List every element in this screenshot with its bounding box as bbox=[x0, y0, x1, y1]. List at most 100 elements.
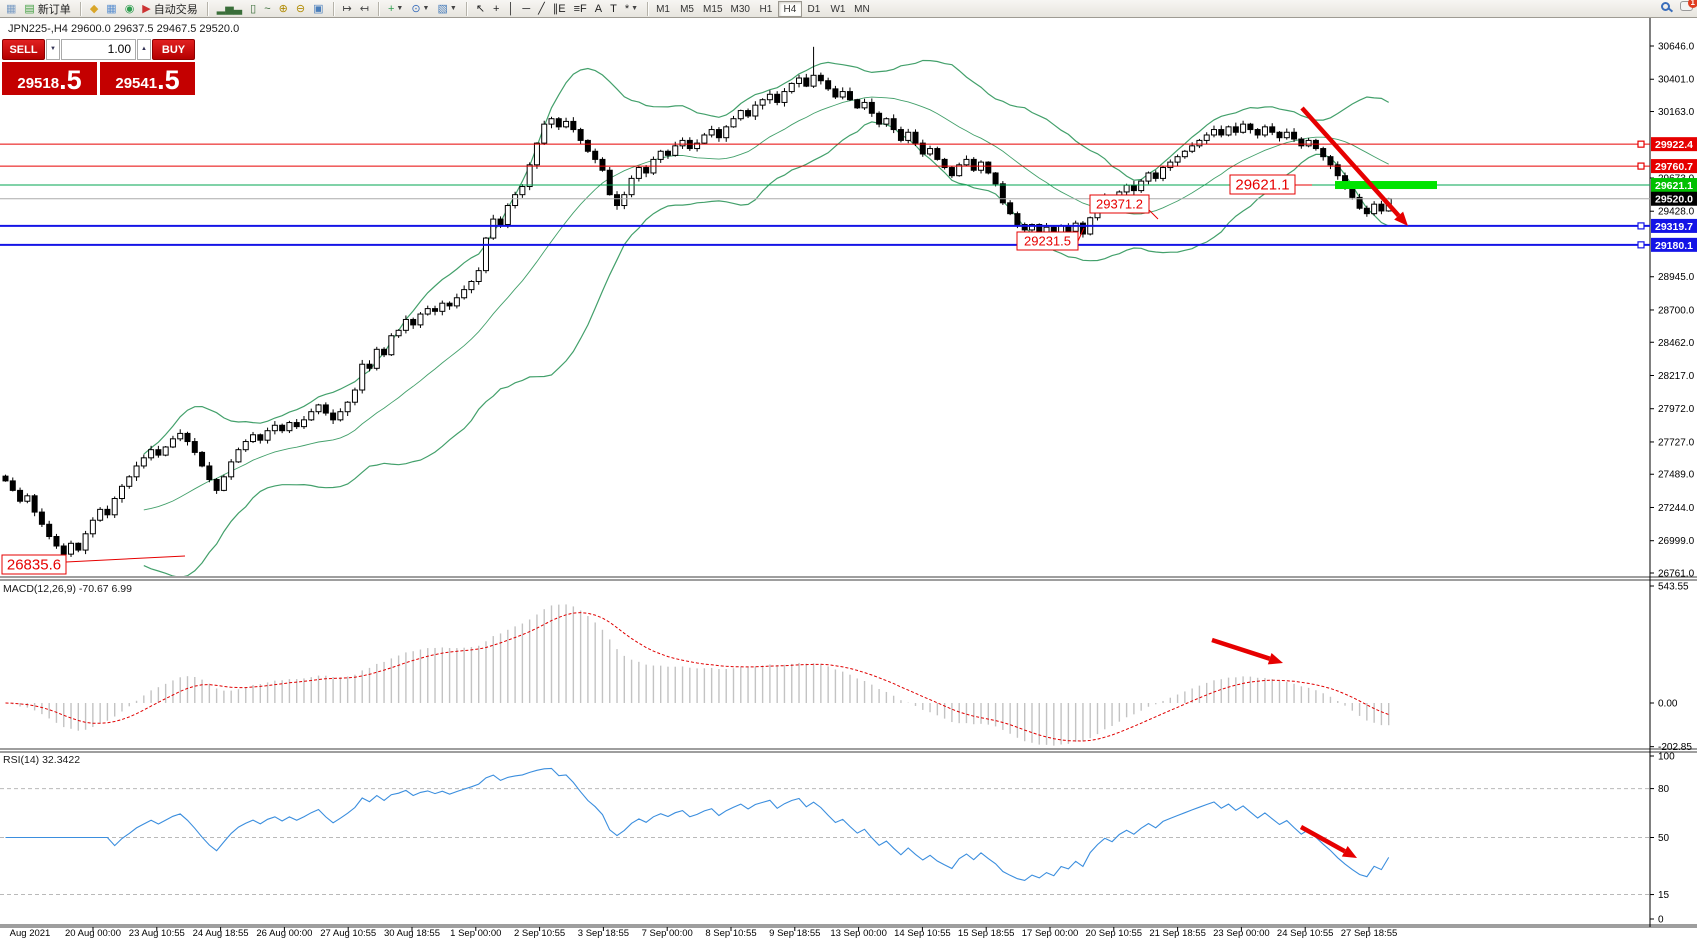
price-label-29621-text: 29621.1 bbox=[1235, 177, 1289, 194]
time-axis-label: 21 Sep 18:55 bbox=[1149, 928, 1206, 939]
macd-down-arrow[interactable] bbox=[1211, 637, 1271, 661]
market-watch-icon[interactable]: ◉ bbox=[121, 1, 139, 17]
vertical-line-icon[interactable]: │ bbox=[503, 1, 518, 17]
buy-price-frac: .5 bbox=[157, 65, 180, 95]
zoom-out-icon[interactable]: ⊖ bbox=[292, 1, 309, 17]
volume-increase-spinner[interactable]: ▲ bbox=[137, 39, 151, 60]
time-axis-label: 24 Sep 10:55 bbox=[1277, 928, 1334, 939]
volume-decrease-spinner[interactable]: ▼ bbox=[46, 39, 60, 60]
new-chart-icon[interactable]: ◆ bbox=[86, 1, 102, 17]
timeframe-m15[interactable]: M15 bbox=[703, 3, 723, 15]
buy-price[interactable]: 29541 .5 bbox=[100, 62, 195, 95]
price-label-low[interactable] bbox=[1, 554, 67, 575]
new-order-button[interactable]: ▤ 新订单 bbox=[20, 1, 74, 17]
trendline-icon[interactable]: ╱ bbox=[534, 1, 549, 17]
macd-histogram bbox=[12, 604, 1390, 746]
periods-icon[interactable]: ⊙ ▼ bbox=[407, 1, 433, 17]
time-axis-label: 30 Aug 18:55 bbox=[384, 928, 440, 939]
chart-window-icon[interactable]: ▦ bbox=[2, 1, 20, 17]
toolbar-separator bbox=[206, 1, 208, 16]
toolbar: ▦ ▤ 新订单 ◆ ▦ ◉ ▶ 自动交易 ▂▅▃ ▯ ~ ⊕ ⊖ ▣ ↦ ↤ + ▼ ⊙ ▼ ▧ ▼ ↖ + │ ─ ╱ ∥E ≡F A T… bbox=[0, 0, 1697, 18]
time-axis-label: 27 Aug 10:55 bbox=[320, 928, 376, 939]
zoom-in-icon[interactable]: ⊕ bbox=[275, 1, 292, 17]
rsi-axis-tick: 15 bbox=[1658, 890, 1670, 901]
resistance-line-2-label: 29760.7 bbox=[1655, 161, 1693, 173]
text-icon[interactable]: A bbox=[591, 1, 606, 17]
toolbar-separator bbox=[465, 1, 467, 16]
arrows-icon: * bbox=[624, 2, 630, 15]
horizontal-line-icon[interactable]: ─ bbox=[518, 1, 534, 17]
price-axis-tick: 30401.0 bbox=[1658, 75, 1695, 86]
timeframe-h4[interactable]: H4 bbox=[777, 0, 802, 17]
time-axis-label: 15 Sep 18:55 bbox=[958, 928, 1015, 939]
timeframe-mn[interactable]: MN bbox=[854, 3, 870, 15]
chart-window-icon: ▦ bbox=[6, 2, 17, 15]
text-label-icon[interactable]: T bbox=[606, 1, 621, 17]
timeframe-m1[interactable]: M1 bbox=[656, 3, 670, 15]
arrows-icon[interactable]: * ▼ bbox=[621, 1, 642, 17]
chart-surface[interactable] bbox=[0, 18, 1697, 939]
channel-icon[interactable]: ∥E bbox=[549, 1, 570, 17]
cursor-icon: ↖ bbox=[475, 2, 486, 15]
new-order-button: ▤ bbox=[24, 2, 35, 15]
timeframe-m30[interactable]: M30 bbox=[730, 3, 750, 15]
timeframe-m5[interactable]: M5 bbox=[680, 3, 694, 15]
rsi-axis-tick: 0 bbox=[1658, 915, 1664, 926]
sell-price[interactable]: 29518 .5 bbox=[2, 62, 97, 95]
auto-trading-button-label: 自动交易 bbox=[153, 3, 198, 16]
zoom-out-icon: ⊖ bbox=[295, 2, 306, 15]
auto-scroll-icon[interactable]: ↦ bbox=[339, 1, 356, 17]
fibonacci-icon[interactable]: ≡F bbox=[570, 1, 591, 17]
price-label-29231[interactable] bbox=[1016, 231, 1079, 251]
timeframe-d1[interactable]: D1 bbox=[807, 3, 821, 15]
price-axis-tick: 28700.0 bbox=[1658, 305, 1695, 316]
price-label-low-text: 26835.6 bbox=[7, 557, 61, 574]
price-label-29621[interactable] bbox=[1229, 174, 1296, 195]
rsi-down-arrow[interactable] bbox=[1299, 825, 1346, 854]
rsi-axis-tick: 80 bbox=[1658, 784, 1670, 795]
tile-windows-icon[interactable]: ▣ bbox=[309, 1, 327, 17]
templates-icon[interactable]: ▧ ▼ bbox=[433, 1, 460, 17]
time-axis-label: 13 Sep 00:00 bbox=[830, 928, 887, 939]
volume-input[interactable]: 1.00 bbox=[61, 39, 136, 60]
zoom-in-icon: ⊕ bbox=[278, 2, 288, 15]
text-icon: A bbox=[594, 2, 603, 15]
search-icon[interactable] bbox=[1661, 1, 1670, 11]
highlight-green-segment[interactable] bbox=[1335, 181, 1437, 190]
cursor-icon[interactable]: ↖ bbox=[472, 1, 489, 17]
main-down-arrow[interactable] bbox=[1300, 106, 1401, 218]
symbol-ohlc-line: JPN225-,H4 29600.0 29637.5 29467.5 29520… bbox=[8, 23, 240, 35]
time-axis-label: 8 Sep 10:55 bbox=[705, 928, 756, 939]
toolbar-separator bbox=[647, 1, 649, 16]
price-axis-tick: 28217.0 bbox=[1658, 371, 1695, 382]
time-axis-label: 23 Aug 10:55 bbox=[129, 928, 185, 939]
auto-trading-button[interactable]: ▶ 自动交易 bbox=[138, 1, 201, 17]
crosshair-icon[interactable]: + bbox=[489, 1, 503, 17]
price-axis-tick: 26761.0 bbox=[1658, 568, 1695, 579]
chart-shift-icon[interactable]: ↤ bbox=[356, 1, 373, 17]
candlestick-icon[interactable]: ▯ bbox=[246, 1, 260, 17]
price-axis-tick: 30163.0 bbox=[1658, 107, 1695, 118]
arrows-icon-caret: ▼ bbox=[631, 5, 639, 12]
fibonacci-icon: ≡F bbox=[573, 2, 587, 15]
sell-button[interactable]: SELL bbox=[2, 39, 45, 60]
time-axis-label: 27 Sep 18:55 bbox=[1341, 928, 1398, 939]
price-label-29231-text: 29231.5 bbox=[1024, 234, 1071, 249]
price-label-29371[interactable] bbox=[1089, 194, 1150, 214]
line-chart-icon[interactable]: ~ bbox=[260, 1, 274, 17]
buy-button[interactable]: BUY bbox=[152, 39, 195, 60]
chat-icon[interactable]: 1 bbox=[1680, 0, 1697, 11]
bar-chart-icon[interactable]: ▂▅▃ bbox=[213, 1, 246, 17]
profiles-icon[interactable]: ▦ bbox=[102, 1, 120, 17]
main-down-arrow-head bbox=[1394, 211, 1408, 226]
templates-icon-caret: ▼ bbox=[449, 5, 457, 12]
vertical-line-icon: │ bbox=[507, 2, 515, 15]
resistance-line-1-label: 29922.4 bbox=[1655, 139, 1693, 151]
support-line-1-label: 29319.7 bbox=[1655, 221, 1693, 233]
indicators-icon[interactable]: + ▼ bbox=[384, 1, 407, 17]
tile-windows-icon: ▣ bbox=[313, 2, 324, 15]
timeframe-w1[interactable]: W1 bbox=[830, 3, 846, 15]
timeframe-h1[interactable]: H1 bbox=[759, 3, 773, 15]
line-chart-icon: ~ bbox=[264, 2, 271, 15]
